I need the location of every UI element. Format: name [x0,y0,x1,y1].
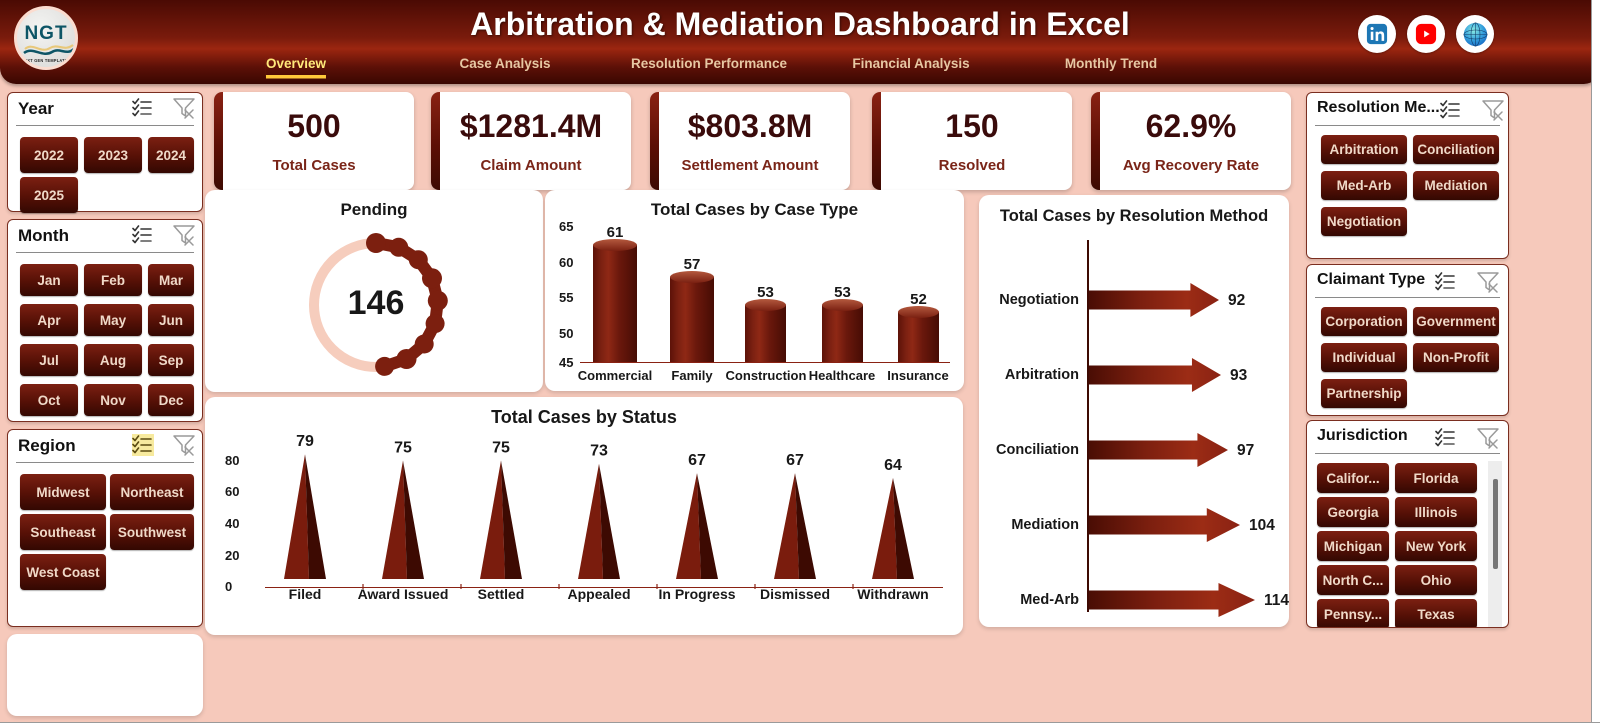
svg-text:Withdrawn: Withdrawn [857,586,928,602]
svg-text:67: 67 [688,452,706,469]
svg-text:79: 79 [296,433,314,450]
svg-text:64: 64 [884,457,902,474]
svg-text:Award Issued: Award Issued [358,586,449,602]
svg-text:Appealed: Appealed [567,586,630,602]
svg-text:75: 75 [492,440,510,457]
svg-text:Dismissed: Dismissed [760,586,830,602]
svg-text:67: 67 [786,452,804,469]
svg-text:73: 73 [590,443,608,460]
svg-text:Filed: Filed [289,586,322,602]
svg-text:Settled: Settled [478,586,525,602]
svg-text:75: 75 [394,440,412,457]
svg-text:146: 146 [348,284,405,322]
svg-text:In Progress: In Progress [658,586,735,602]
